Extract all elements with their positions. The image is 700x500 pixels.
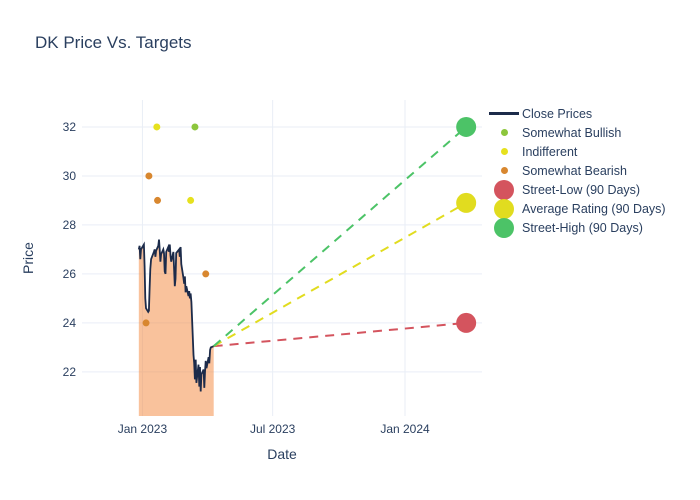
rating-dot-somewhat-bearish [202,270,210,278]
legend-label: Indifferent [522,144,578,159]
legend-big-dot-marker-icon [486,198,522,219]
legend-item-somewhat-bearish[interactable]: Somewhat Bearish [486,161,666,180]
close-price-area [138,239,214,416]
legend-big-dot-marker-icon [486,217,522,238]
y-tick-label: 26 [63,267,77,281]
x-tick-label: Jul 2023 [250,422,296,436]
legend-marker-shape [494,198,514,219]
target-line-average-rating-90-days- [213,202,467,348]
legend-marker-shape [500,129,508,136]
x-axis-title: Date [267,446,297,462]
legend-label: Street-High (90 Days) [522,220,643,235]
legend-item-street-high-90-days-[interactable]: Street-High (90 Days) [486,217,666,238]
target-line-street-high-90-days- [212,126,467,347]
legend-marker-shape [500,148,508,155]
legend-item-indifferent[interactable]: Indifferent [486,142,666,161]
legend-label: Street-Low (90 Days) [522,182,641,197]
chart-title: DK Price Vs. Targets [35,33,192,52]
rating-dot-indifferent [153,123,161,131]
target-line-street-low-90-days- [213,321,467,348]
legend-dot-marker-icon [486,167,522,174]
legend-item-average-rating-90-days-[interactable]: Average Rating (90 Days) [486,198,666,219]
legend-marker-shape [500,167,508,174]
x-tick-label: Jan 2023 [118,422,168,436]
chart-legend: Close Prices Somewhat Bullish Indifferent S… [486,104,666,238]
legend-line-marker-icon [486,112,522,115]
legend-label: Close Prices [522,106,593,121]
target-marker-street-low-90-days- [456,312,477,333]
y-tick-label: 24 [63,316,77,330]
y-tick-label: 32 [63,120,77,134]
rating-dot-somewhat-bearish [142,319,150,327]
legend-dot-marker-icon [486,129,522,136]
y-axis-title: Price [20,242,36,274]
rating-dot-indifferent [187,196,195,204]
legend-label: Somewhat Bullish [522,125,622,140]
close-price-line [137,239,215,392]
y-tick-label: 28 [63,218,77,232]
rating-dot-somewhat-bearish [154,196,162,204]
legend-item-somewhat-bullish[interactable]: Somewhat Bullish [486,123,666,142]
legend-item-street-low-90-days-[interactable]: Street-Low (90 Days) [486,179,666,200]
legend-dot-marker-icon [486,148,522,155]
target-marker-street-high-90-days- [456,116,477,137]
legend-marker-shape [489,112,519,115]
legend-big-dot-marker-icon [486,179,522,200]
target-marker-average-rating-90-days- [456,192,477,213]
legend-marker-shape [494,179,514,200]
rating-dot-somewhat-bearish [145,172,153,180]
legend-label: Somewhat Bearish [522,163,627,178]
x-tick-label: Jan 2024 [380,422,430,436]
legend-item-close-prices[interactable]: Close Prices [486,104,666,123]
y-tick-label: 22 [63,365,77,379]
y-tick-label: 30 [63,169,77,183]
legend-marker-shape [494,217,514,238]
legend-label: Average Rating (90 Days) [522,201,666,216]
rating-dot-somewhat-bullish [191,123,199,131]
